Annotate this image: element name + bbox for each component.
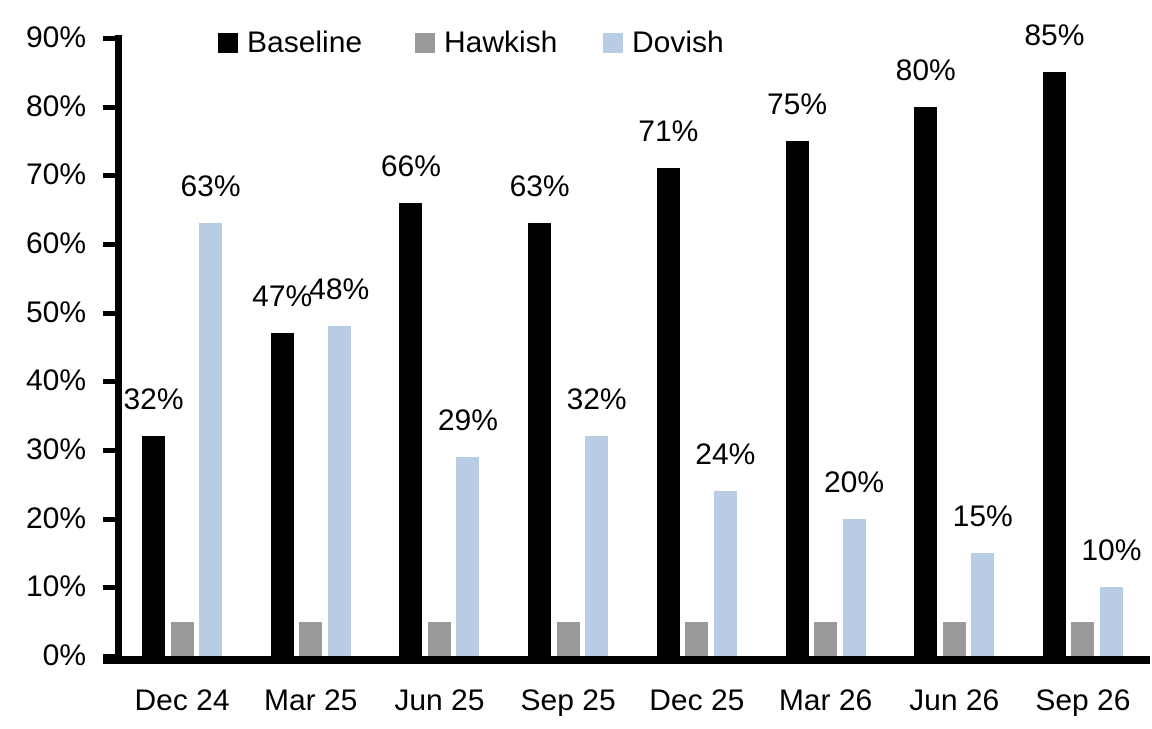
x-axis-label: Dec 24: [134, 684, 230, 717]
bar-baseline: [785, 141, 809, 656]
bar-value-label: 80%: [895, 53, 956, 87]
bar-baseline: [914, 106, 938, 656]
y-axis-label: 0%: [42, 639, 86, 672]
bar-baseline: [656, 168, 680, 656]
y-axis-tick: [103, 173, 115, 179]
y-axis-tick: [103, 654, 115, 659]
x-axis-label: Sep 26: [1035, 684, 1131, 717]
bar-baseline: [1042, 72, 1066, 656]
x-axis-label: Jun 25: [394, 684, 485, 717]
bar-value-label: 71%: [638, 115, 699, 149]
legend-label: Hawkish: [444, 26, 558, 59]
bar-value-label: 85%: [1024, 19, 1085, 53]
bar-dovish: [842, 518, 866, 656]
bar-baseline: [399, 202, 423, 656]
bar-hawkish: [814, 621, 837, 656]
y-axis-label: 70%: [25, 158, 86, 192]
y-axis-tick: [103, 585, 115, 591]
legend-item-hawkish: Hawkish: [415, 27, 557, 59]
bar-value-label: 47%: [252, 280, 313, 314]
y-axis-tick: [103, 448, 115, 453]
x-axis-label: Mar 26: [778, 684, 873, 717]
x-axis-line: [103, 656, 1150, 664]
legend-swatch-hawkish: [415, 33, 435, 53]
bar-dovish: [585, 436, 609, 656]
bar-baseline: [528, 223, 552, 656]
y-axis-tick: [103, 310, 115, 316]
y-axis-tick: [103, 242, 115, 247]
legend-item-baseline: Baseline: [218, 27, 362, 59]
y-axis-label: 50%: [25, 295, 86, 329]
bar-value-label: 15%: [952, 500, 1013, 533]
legend-item-dovish: Dovish: [603, 27, 724, 59]
bar-value-label: 66%: [380, 149, 441, 183]
y-axis-label: 80%: [25, 89, 86, 123]
bar-dovish: [1099, 587, 1123, 656]
bar-value-label: 48%: [309, 273, 370, 307]
bar-value-label: 75%: [766, 88, 828, 121]
x-axis-label: Dec 25: [649, 684, 745, 717]
bar-hawkish: [685, 621, 709, 656]
bar-value-label: 63%: [509, 170, 570, 204]
bar-value-label: 32%: [123, 383, 184, 417]
y-axis-label: 10%: [25, 570, 86, 604]
y-axis-label: 40%: [25, 364, 86, 398]
bar-value-label: 63%: [180, 170, 241, 204]
bar-hawkish: [170, 621, 194, 656]
bar-hawkish: [1071, 621, 1095, 656]
y-axis-tick: [103, 36, 115, 41]
bar-value-label: 29%: [437, 403, 498, 437]
bar-hawkish: [942, 621, 966, 656]
y-axis-label: 90%: [25, 21, 86, 54]
y-axis-tick: [103, 104, 115, 110]
bar-dovish: [199, 223, 222, 656]
legend-label: Dovish: [632, 26, 724, 59]
bar-baseline: [270, 333, 294, 656]
legend-swatch-dovish: [603, 33, 623, 53]
bar-dovish: [971, 553, 995, 656]
bar-hawkish: [427, 621, 451, 656]
bar-dovish: [327, 326, 351, 656]
x-axis-label: Sep 25: [520, 684, 616, 717]
bar-value-label: 24%: [695, 438, 756, 472]
legend-swatch-baseline: [218, 33, 238, 53]
bar-hawkish: [556, 621, 580, 656]
y-axis-label: 20%: [25, 501, 86, 535]
bar-dovish: [713, 491, 737, 656]
legend-label: Baseline: [247, 26, 363, 59]
bar-value-label: 20%: [823, 465, 885, 499]
bar-baseline: [142, 436, 165, 656]
bar-value-label: 10%: [1081, 534, 1142, 568]
y-axis-label: 60%: [25, 227, 86, 260]
y-axis-line: [115, 35, 122, 663]
bar-value-label: 32%: [566, 383, 627, 417]
y-axis-label: 30%: [25, 433, 86, 466]
x-axis-label: Jun 26: [909, 684, 1000, 717]
bar-dovish: [456, 456, 480, 656]
bar-hawkish: [299, 621, 323, 656]
x-axis-label: Mar 25: [264, 684, 358, 717]
y-axis-tick: [103, 516, 115, 522]
y-axis-tick: [103, 379, 115, 385]
